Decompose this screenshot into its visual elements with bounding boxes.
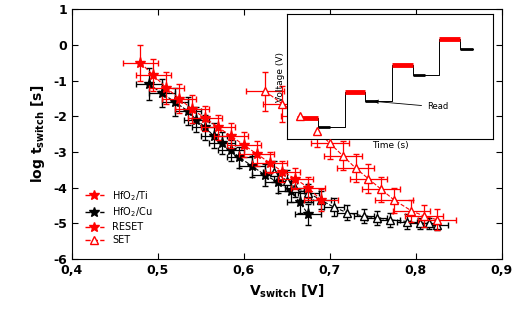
X-axis label: $\mathbf{V_{switch}}$ [V]: $\mathbf{V_{switch}}$ [V] [249,282,325,300]
Y-axis label: log $\mathbf{t_{switch}}$ [s]: log $\mathbf{t_{switch}}$ [s] [29,85,48,183]
Legend: HfO$_2$/Ti, HfO$_2$/Cu, RESET, SET: HfO$_2$/Ti, HfO$_2$/Cu, RESET, SET [81,185,157,249]
